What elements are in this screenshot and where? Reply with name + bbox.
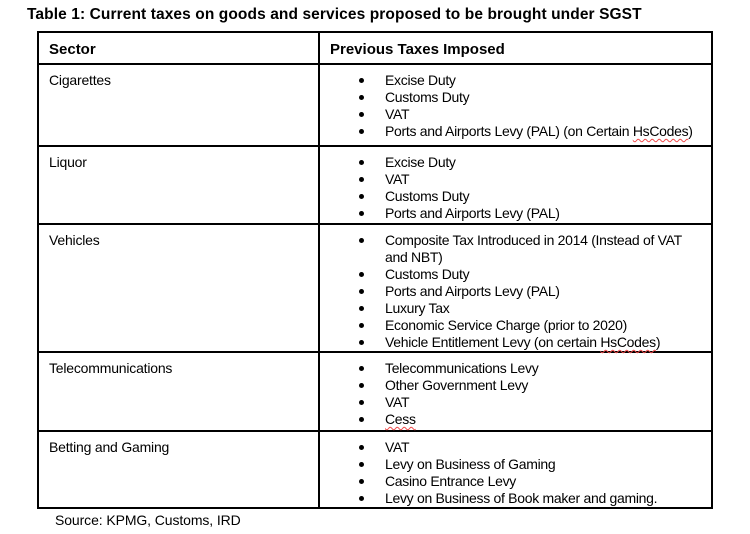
table-row: Telecommunications Telecommunications Le…	[39, 351, 711, 430]
table-row: Cigarettes Excise Duty Customs Duty VAT …	[39, 63, 711, 145]
tax-item-text: Other Government Levy	[385, 377, 529, 393]
taxes-cell: Excise Duty Customs Duty VAT Ports and A…	[320, 65, 711, 145]
tax-list-item: Ports and Airports Levy (PAL) (on Certai…	[359, 123, 705, 140]
misspelled-text: Cess	[385, 411, 416, 427]
bullet-icon	[359, 366, 364, 371]
sector-cell: Betting and Gaming	[39, 432, 320, 507]
tax-item-text: VAT	[385, 106, 410, 122]
bullet-icon	[359, 177, 364, 182]
table-header-row: Sector Previous Taxes Imposed	[39, 33, 711, 63]
tax-list: Excise Duty Customs Duty VAT Ports and A…	[320, 72, 705, 140]
tax-list-item: Other Government Levy	[359, 377, 705, 394]
taxes-cell: Excise Duty VAT Customs Duty Ports and A…	[320, 147, 711, 223]
tax-list-item: Telecommunications Levy	[359, 360, 705, 377]
tax-item-text: Telecommunications Levy	[385, 360, 539, 376]
sector-cell: Cigarettes	[39, 65, 320, 145]
tax-list-item: Vehicle Entitlement Levy (on certain HsC…	[359, 334, 705, 351]
table-row: Liquor Excise Duty VAT Customs Duty Port…	[39, 145, 711, 223]
bullet-icon	[359, 479, 364, 484]
bullet-icon	[359, 462, 364, 467]
tax-list-item: Composite Tax Introduced in 2014 (Instea…	[359, 232, 705, 266]
tax-item-text: Composite Tax Introduced in 2014 (Instea…	[385, 232, 682, 265]
bullet-icon	[359, 496, 364, 501]
tax-list-item: Ports and Airports Levy (PAL)	[359, 283, 705, 300]
table-title: Table 1: Current taxes on goods and serv…	[27, 6, 642, 23]
column-header-sector: Sector	[39, 33, 320, 63]
tax-list-item: Levy on Business of Book maker and gamin…	[359, 490, 705, 507]
tax-list-item: Customs Duty	[359, 188, 705, 205]
tax-list-item: Casino Entrance Levy	[359, 473, 705, 490]
tax-list-item: Economic Service Charge (prior to 2020)	[359, 317, 705, 334]
tax-list: VAT Levy on Business of Gaming Casino En…	[320, 439, 705, 507]
tax-item-text: Vehicle Entitlement Levy (on certain	[385, 334, 601, 350]
tax-list-item: VAT	[359, 171, 705, 188]
table-row: Betting and Gaming VAT Levy on Business …	[39, 430, 711, 507]
tax-item-text: Customs Duty	[385, 188, 470, 204]
tax-item-text-after: )	[655, 334, 661, 350]
bullet-icon	[359, 78, 364, 83]
taxes-cell: Telecommunications Levy Other Government…	[320, 353, 711, 430]
tax-list-item: Ports and Airports Levy (PAL)	[359, 205, 705, 222]
tax-item-text: Luxury Tax	[385, 300, 450, 316]
tax-item-text: Excise Duty	[385, 72, 456, 88]
tax-item-text: VAT	[385, 394, 410, 410]
tax-list-item: VAT	[359, 439, 705, 456]
tax-list-item: Excise Duty	[359, 72, 705, 89]
bullet-icon	[359, 272, 364, 277]
tax-item-text: Customs Duty	[385, 89, 470, 105]
taxes-cell: Composite Tax Introduced in 2014 (Instea…	[320, 225, 711, 351]
tax-item-text: Ports and Airports Levy (PAL) (on Certai…	[385, 123, 633, 139]
tax-item-text: Levy on Business of Book maker and gamin…	[385, 490, 658, 506]
misspelled-text: HsCodes	[600, 334, 656, 350]
bullet-icon	[359, 129, 364, 134]
bullet-icon	[359, 289, 364, 294]
tax-item-text-after: )	[688, 123, 693, 139]
tax-item-text: VAT	[385, 439, 410, 455]
bullet-icon	[359, 112, 364, 117]
tax-item-text: Ports and Airports Levy (PAL)	[385, 205, 560, 221]
bullet-icon	[359, 160, 364, 165]
tax-list-item: Customs Duty	[359, 89, 705, 106]
tax-list-item: Customs Duty	[359, 266, 705, 283]
tax-item-text: Levy on Business of Gaming	[385, 456, 556, 472]
misspelled-text: HsCodes	[632, 123, 689, 139]
taxes-table: Sector Previous Taxes Imposed Cigarettes…	[37, 31, 713, 509]
tax-list-item: VAT	[359, 394, 705, 411]
bullet-icon	[359, 238, 364, 243]
sector-cell: Vehicles	[39, 225, 320, 351]
bullet-icon	[359, 323, 364, 328]
bullet-icon	[359, 400, 364, 405]
tax-item-text: Casino Entrance Levy	[385, 473, 516, 489]
bullet-icon	[359, 306, 364, 311]
taxes-cell: VAT Levy on Business of Gaming Casino En…	[320, 432, 711, 507]
tax-item-text: VAT	[385, 171, 410, 187]
bullet-icon	[359, 340, 364, 345]
bullet-icon	[359, 445, 364, 450]
bullet-icon	[359, 211, 364, 216]
bullet-icon	[359, 95, 364, 100]
sector-cell: Liquor	[39, 147, 320, 223]
tax-list: Composite Tax Introduced in 2014 (Instea…	[320, 232, 705, 351]
tax-item-text: Customs Duty	[385, 266, 470, 282]
tax-list-item: Cess	[359, 411, 705, 428]
source-note: Source: KPMG, Customs, IRD	[55, 512, 241, 528]
tax-list-item: VAT	[359, 106, 705, 123]
tax-list-item: Levy on Business of Gaming	[359, 456, 705, 473]
bullet-icon	[359, 417, 364, 422]
tax-item-text: Ports and Airports Levy (PAL)	[385, 283, 560, 299]
bullet-icon	[359, 194, 364, 199]
sector-cell: Telecommunications	[39, 353, 320, 430]
tax-list-item: Luxury Tax	[359, 300, 705, 317]
bullet-icon	[359, 383, 364, 388]
tax-list-item: Excise Duty	[359, 154, 705, 171]
tax-list: Telecommunications Levy Other Government…	[320, 360, 705, 428]
tax-item-text: Economic Service Charge (prior to 2020)	[385, 317, 627, 333]
tax-item-text: Excise Duty	[385, 154, 456, 170]
column-header-taxes: Previous Taxes Imposed	[330, 41, 505, 58]
tax-list: Excise Duty VAT Customs Duty Ports and A…	[320, 154, 705, 222]
table-row: Vehicles Composite Tax Introduced in 201…	[39, 223, 711, 351]
